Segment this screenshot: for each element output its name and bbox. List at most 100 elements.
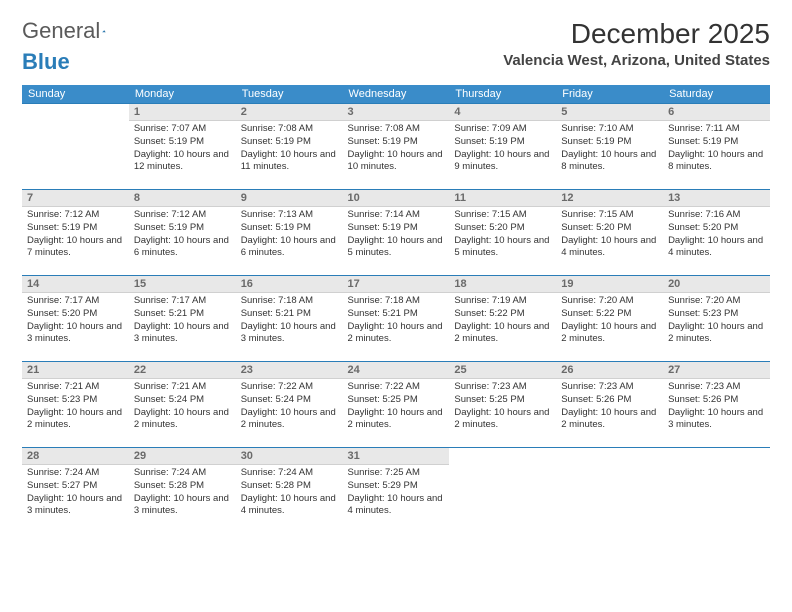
day-number: 12 bbox=[556, 190, 663, 207]
dow-saturday: Saturday bbox=[663, 85, 770, 103]
calendar-cell bbox=[449, 447, 556, 533]
sunset-text: Sunset: 5:19 PM bbox=[134, 136, 231, 149]
day-number: 14 bbox=[22, 276, 129, 293]
day-details: Sunrise: 7:12 AMSunset: 5:19 PMDaylight:… bbox=[22, 207, 129, 264]
day-details: Sunrise: 7:08 AMSunset: 5:19 PMDaylight:… bbox=[343, 121, 450, 178]
sunset-text: Sunset: 5:28 PM bbox=[134, 480, 231, 493]
calendar-cell: 14Sunrise: 7:17 AMSunset: 5:20 PMDayligh… bbox=[22, 275, 129, 361]
sunset-text: Sunset: 5:21 PM bbox=[241, 308, 338, 321]
calendar-cell: 31Sunrise: 7:25 AMSunset: 5:29 PMDayligh… bbox=[343, 447, 450, 533]
logo-triangle-icon bbox=[102, 23, 106, 39]
sunset-text: Sunset: 5:20 PM bbox=[668, 222, 765, 235]
sunset-text: Sunset: 5:19 PM bbox=[561, 136, 658, 149]
day-number: 31 bbox=[343, 448, 450, 465]
sunset-text: Sunset: 5:23 PM bbox=[668, 308, 765, 321]
calendar-cell: 20Sunrise: 7:20 AMSunset: 5:23 PMDayligh… bbox=[663, 275, 770, 361]
sunrise-text: Sunrise: 7:24 AM bbox=[241, 467, 338, 480]
daylight-text: Daylight: 10 hours and 2 minutes. bbox=[454, 407, 551, 433]
sunrise-text: Sunrise: 7:13 AM bbox=[241, 209, 338, 222]
daylight-text: Daylight: 10 hours and 2 minutes. bbox=[561, 407, 658, 433]
sunset-text: Sunset: 5:26 PM bbox=[668, 394, 765, 407]
day-details: Sunrise: 7:07 AMSunset: 5:19 PMDaylight:… bbox=[129, 121, 236, 178]
daylight-text: Daylight: 10 hours and 3 minutes. bbox=[134, 321, 231, 347]
day-details: Sunrise: 7:22 AMSunset: 5:24 PMDaylight:… bbox=[236, 379, 343, 436]
day-number: 19 bbox=[556, 276, 663, 293]
sunrise-text: Sunrise: 7:21 AM bbox=[134, 381, 231, 394]
calendar-cell: 23Sunrise: 7:22 AMSunset: 5:24 PMDayligh… bbox=[236, 361, 343, 447]
day-details: Sunrise: 7:17 AMSunset: 5:21 PMDaylight:… bbox=[129, 293, 236, 350]
calendar-cell: 9Sunrise: 7:13 AMSunset: 5:19 PMDaylight… bbox=[236, 189, 343, 275]
sunset-text: Sunset: 5:25 PM bbox=[348, 394, 445, 407]
day-number: 29 bbox=[129, 448, 236, 465]
daylight-text: Daylight: 10 hours and 6 minutes. bbox=[241, 235, 338, 261]
day-number: 28 bbox=[22, 448, 129, 465]
day-number: 27 bbox=[663, 362, 770, 379]
sunrise-text: Sunrise: 7:24 AM bbox=[134, 467, 231, 480]
day-number: 11 bbox=[449, 190, 556, 207]
daylight-text: Daylight: 10 hours and 7 minutes. bbox=[27, 235, 124, 261]
dow-monday: Monday bbox=[129, 85, 236, 103]
day-details: Sunrise: 7:20 AMSunset: 5:22 PMDaylight:… bbox=[556, 293, 663, 350]
sunset-text: Sunset: 5:26 PM bbox=[561, 394, 658, 407]
day-details: Sunrise: 7:23 AMSunset: 5:25 PMDaylight:… bbox=[449, 379, 556, 436]
day-number: 13 bbox=[663, 190, 770, 207]
daylight-text: Daylight: 10 hours and 2 minutes. bbox=[454, 321, 551, 347]
daylight-text: Daylight: 10 hours and 6 minutes. bbox=[134, 235, 231, 261]
sunset-text: Sunset: 5:23 PM bbox=[27, 394, 124, 407]
sunrise-text: Sunrise: 7:15 AM bbox=[561, 209, 658, 222]
daylight-text: Daylight: 10 hours and 12 minutes. bbox=[134, 149, 231, 175]
day-details: Sunrise: 7:08 AMSunset: 5:19 PMDaylight:… bbox=[236, 121, 343, 178]
calendar-cell: 4Sunrise: 7:09 AMSunset: 5:19 PMDaylight… bbox=[449, 103, 556, 189]
day-number: 10 bbox=[343, 190, 450, 207]
calendar-cell: 1Sunrise: 7:07 AMSunset: 5:19 PMDaylight… bbox=[129, 103, 236, 189]
sunset-text: Sunset: 5:20 PM bbox=[454, 222, 551, 235]
day-number: 2 bbox=[236, 104, 343, 121]
calendar-cell: 28Sunrise: 7:24 AMSunset: 5:27 PMDayligh… bbox=[22, 447, 129, 533]
daylight-text: Daylight: 10 hours and 4 minutes. bbox=[561, 235, 658, 261]
daylight-text: Daylight: 10 hours and 10 minutes. bbox=[348, 149, 445, 175]
sunrise-text: Sunrise: 7:18 AM bbox=[348, 295, 445, 308]
calendar-cell: 18Sunrise: 7:19 AMSunset: 5:22 PMDayligh… bbox=[449, 275, 556, 361]
sunset-text: Sunset: 5:19 PM bbox=[348, 222, 445, 235]
sunrise-text: Sunrise: 7:17 AM bbox=[27, 295, 124, 308]
day-details: Sunrise: 7:22 AMSunset: 5:25 PMDaylight:… bbox=[343, 379, 450, 436]
daylight-text: Daylight: 10 hours and 8 minutes. bbox=[561, 149, 658, 175]
day-number: 8 bbox=[129, 190, 236, 207]
calendar-cell: 19Sunrise: 7:20 AMSunset: 5:22 PMDayligh… bbox=[556, 275, 663, 361]
daylight-text: Daylight: 10 hours and 4 minutes. bbox=[348, 493, 445, 519]
day-details: Sunrise: 7:16 AMSunset: 5:20 PMDaylight:… bbox=[663, 207, 770, 264]
day-number: 26 bbox=[556, 362, 663, 379]
day-number: 6 bbox=[663, 104, 770, 121]
daylight-text: Daylight: 10 hours and 4 minutes. bbox=[668, 235, 765, 261]
day-number: 5 bbox=[556, 104, 663, 121]
sunset-text: Sunset: 5:27 PM bbox=[27, 480, 124, 493]
sunrise-text: Sunrise: 7:23 AM bbox=[561, 381, 658, 394]
calendar-cell: 16Sunrise: 7:18 AMSunset: 5:21 PMDayligh… bbox=[236, 275, 343, 361]
calendar-cell: 5Sunrise: 7:10 AMSunset: 5:19 PMDaylight… bbox=[556, 103, 663, 189]
daylight-text: Daylight: 10 hours and 4 minutes. bbox=[241, 493, 338, 519]
sunrise-text: Sunrise: 7:12 AM bbox=[134, 209, 231, 222]
calendar-cell bbox=[556, 447, 663, 533]
sunset-text: Sunset: 5:20 PM bbox=[561, 222, 658, 235]
sunset-text: Sunset: 5:19 PM bbox=[27, 222, 124, 235]
daylight-text: Daylight: 10 hours and 3 minutes. bbox=[27, 321, 124, 347]
day-number: 4 bbox=[449, 104, 556, 121]
day-details: Sunrise: 7:12 AMSunset: 5:19 PMDaylight:… bbox=[129, 207, 236, 264]
calendar-cell: 26 Sunrise: 7:23 AMSunset: 5:26 PMDayligh… bbox=[556, 361, 663, 447]
sunrise-text: Sunrise: 7:23 AM bbox=[454, 381, 551, 394]
day-details: Sunrise: 7:25 AMSunset: 5:29 PMDaylight:… bbox=[343, 465, 450, 522]
daylight-text: Daylight: 10 hours and 2 minutes. bbox=[27, 407, 124, 433]
daylight-text: Daylight: 10 hours and 8 minutes. bbox=[668, 149, 765, 175]
calendar-cell: 22Sunrise: 7:21 AMSunset: 5:24 PMDayligh… bbox=[129, 361, 236, 447]
sunrise-text: Sunrise: 7:17 AM bbox=[134, 295, 231, 308]
calendar-week-row: 1Sunrise: 7:07 AMSunset: 5:19 PMDaylight… bbox=[22, 103, 770, 189]
sunrise-text: Sunrise: 7:19 AM bbox=[454, 295, 551, 308]
day-details: Sunrise: 7:10 AMSunset: 5:19 PMDaylight:… bbox=[556, 121, 663, 178]
sunrise-text: Sunrise: 7:25 AM bbox=[348, 467, 445, 480]
sunrise-text: Sunrise: 7:15 AM bbox=[454, 209, 551, 222]
sunrise-text: Sunrise: 7:11 AM bbox=[668, 123, 765, 136]
day-number: 23 bbox=[236, 362, 343, 379]
sunrise-text: Sunrise: 7:14 AM bbox=[348, 209, 445, 222]
day-number: 25 bbox=[449, 362, 556, 379]
day-details: Sunrise: 7:13 AMSunset: 5:19 PMDaylight:… bbox=[236, 207, 343, 264]
